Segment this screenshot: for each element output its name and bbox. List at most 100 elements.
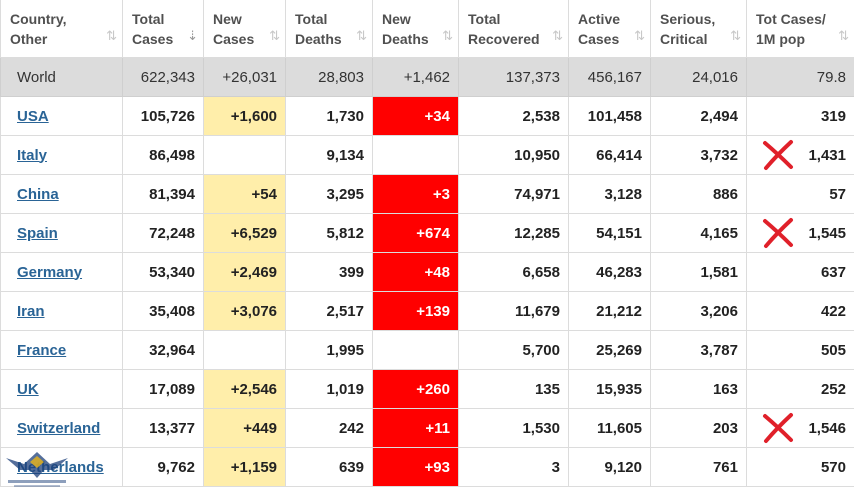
cell-total-recovered: 10,950 (458, 135, 569, 175)
country-link[interactable]: Spain (17, 224, 58, 242)
country-link[interactable]: Switzerland (17, 419, 101, 437)
cell-country: Germany (0, 252, 123, 292)
cell-country: Iran (0, 291, 123, 331)
column-header-label: Critical (660, 30, 708, 47)
cell-value: +1,462 (403, 68, 450, 86)
cell-total-recovered: 74,971 (458, 174, 569, 214)
table-row: Italy 86,498 9,134 10,950 66,414 3,732 1,431 (0, 135, 854, 175)
column-header-serious[interactable]: Serious, Critical ⇅ (650, 0, 747, 58)
cell-total-cases: 32,964 (122, 330, 204, 370)
column-header-label: Cases (213, 30, 255, 47)
column-header-label: New (382, 10, 411, 27)
table-row: Spain 72,248 +6,529 5,812 +674 12,285 54,151 4,… (0, 213, 854, 253)
column-header-total-deaths[interactable]: Total Deaths ⇅ (285, 0, 373, 58)
country-link[interactable]: Iran (17, 302, 45, 320)
column-header-total-cases[interactable]: Total Cases ⇣ (122, 0, 204, 58)
cell-value: 639 (338, 458, 364, 476)
country-link[interactable]: China (17, 185, 59, 203)
country-link[interactable]: France (17, 341, 67, 359)
cell-country: World (0, 57, 123, 97)
column-header-active-cases[interactable]: Active Cases ⇅ (568, 0, 651, 58)
cell-total-recovered: 5,700 (458, 330, 569, 370)
sort-arrows-icon[interactable]: ⇅ (552, 28, 563, 43)
table-header-row: Country, Other ⇅ Total Cases ⇣ New Cases ⇅ Total D… (0, 0, 854, 58)
column-header-label: Total (295, 10, 328, 27)
cell-value: +34 (424, 107, 450, 125)
cell-total-cases: 105,726 (122, 96, 204, 136)
sort-arrows-icon[interactable]: ⇅ (730, 28, 741, 43)
sort-arrows-icon[interactable]: ⇅ (838, 28, 849, 43)
cell-value: 66,414 (596, 146, 642, 164)
cell-new-cases (203, 330, 286, 370)
cell-per-million: 1,545 (746, 213, 854, 253)
column-header-new-cases[interactable]: New Cases ⇅ (203, 0, 286, 58)
cell-value: 761 (712, 458, 738, 476)
cell-total-recovered: 3 (458, 447, 569, 487)
country-link[interactable]: Germany (17, 263, 83, 281)
cell-new-deaths: +139 (372, 291, 459, 331)
column-header-new-deaths[interactable]: New Deaths ⇅ (372, 0, 459, 58)
cell-value: 32,964 (149, 341, 195, 359)
cell-value: 9,134 (326, 146, 364, 164)
cell-active-cases: 9,120 (568, 447, 651, 487)
cell-country: China (0, 174, 123, 214)
cell-total-cases: 81,394 (122, 174, 204, 214)
sort-arrows-icon[interactable]: ⇅ (356, 28, 367, 43)
cell-value: 9,120 (604, 458, 642, 476)
cell-value: 13,377 (149, 419, 195, 437)
cell-value: 74,971 (514, 185, 560, 203)
country-link[interactable]: USA (17, 107, 49, 125)
red-x-mark-icon (763, 140, 793, 170)
cell-serious: 761 (650, 447, 747, 487)
column-header-label: Cases (132, 30, 174, 47)
cell-serious: 3,732 (650, 135, 747, 175)
cell-active-cases: 66,414 (568, 135, 651, 175)
cell-new-deaths: +260 (372, 369, 459, 409)
cell-value: 24,016 (692, 68, 738, 86)
red-x-mark-icon (763, 413, 793, 443)
cell-total-recovered: 12,285 (458, 213, 569, 253)
cell-value: 422 (820, 302, 846, 320)
cell-total-deaths: 3,295 (285, 174, 373, 214)
column-header-total-recovered[interactable]: Total Recovered ⇅ (458, 0, 569, 58)
cell-per-million: 57 (746, 174, 854, 214)
cell-total-deaths: 1,019 (285, 369, 373, 409)
column-header-label: Recovered (468, 30, 540, 47)
cell-serious: 3,787 (650, 330, 747, 370)
cell-per-million: 319 (746, 96, 854, 136)
cell-country: UK (0, 369, 123, 409)
sort-arrows-icon[interactable]: ⇅ (269, 28, 280, 43)
cell-value: 28,803 (318, 68, 364, 86)
cell-new-deaths (372, 330, 459, 370)
sort-arrows-icon[interactable]: ⇅ (634, 28, 645, 43)
table-body: World 622,343 +26,031 28,803 +1,462 137,373 45… (0, 57, 854, 487)
cell-value: 1,545 (808, 224, 846, 242)
cell-value: 5,700 (522, 341, 560, 359)
column-header-label: New (213, 10, 242, 27)
cell-value: +54 (251, 185, 277, 203)
cell-active-cases: 456,167 (568, 57, 651, 97)
cell-per-million: 505 (746, 330, 854, 370)
column-header-country[interactable]: Country, Other ⇅ (0, 0, 123, 58)
column-header-label: Deaths (382, 30, 429, 47)
eagle-watermark-logo (6, 452, 68, 487)
cell-value: 81,394 (149, 185, 195, 203)
column-header-label: Tot Cases/ (756, 10, 826, 27)
cell-total-recovered: 137,373 (458, 57, 569, 97)
column-header-per-million[interactable]: Tot Cases/1M pop ⇅ (746, 0, 854, 58)
sort-arrows-icon[interactable]: ⇣ (187, 28, 198, 43)
cell-value: +3 (432, 185, 450, 203)
cell-value: +11 (425, 419, 450, 437)
cell-value: 21,212 (596, 302, 642, 320)
cell-value: 137,373 (505, 68, 560, 86)
sort-arrows-icon[interactable]: ⇅ (106, 28, 117, 43)
cell-country: Spain (0, 213, 123, 253)
country-link[interactable]: Italy (17, 146, 48, 164)
country-link[interactable]: UK (17, 380, 39, 398)
cell-per-million: 252 (746, 369, 854, 409)
cell-total-cases: 622,343 (122, 57, 204, 97)
sort-arrows-icon[interactable]: ⇅ (442, 28, 453, 43)
cell-value: 1,019 (326, 380, 364, 398)
cell-per-million: 1,546 (746, 408, 854, 448)
cell-new-deaths (372, 135, 459, 175)
